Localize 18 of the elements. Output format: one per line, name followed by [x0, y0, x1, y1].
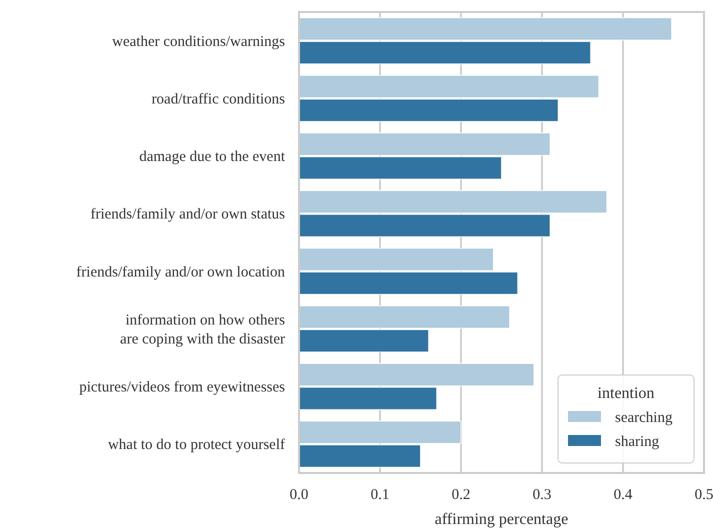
x-tick-label: 0.2: [452, 487, 470, 503]
legend-label: searching: [615, 410, 673, 426]
legend-label: sharing: [615, 434, 660, 450]
x-tick-label: 0.0: [290, 487, 308, 503]
x-axis-title: affirming percentage: [434, 511, 568, 528]
y-tick-label: friends/family and/or own location: [76, 264, 286, 280]
x-tick-label: 0.4: [614, 487, 633, 503]
x-tick-label: 0.5: [694, 487, 713, 503]
x-tick-label: 0.3: [532, 487, 552, 503]
y-tick-label: weather conditions/warnings: [112, 34, 286, 50]
y-tick-label: damage due to the event: [139, 149, 286, 166]
x-tick-label: 0.1: [370, 487, 390, 503]
legend-title: intention: [598, 385, 654, 402]
y-tick-label: pictures/videos from eyewitnesses: [79, 380, 286, 396]
y-tick-label: what to do to protect yourself: [108, 437, 285, 454]
y-tick-label: information on how others are coping with the disaster: [120, 312, 286, 348]
y-tick-label: friends/family and/or own status: [90, 206, 286, 223]
y-tick-label: road/traffic conditions: [152, 91, 286, 108]
